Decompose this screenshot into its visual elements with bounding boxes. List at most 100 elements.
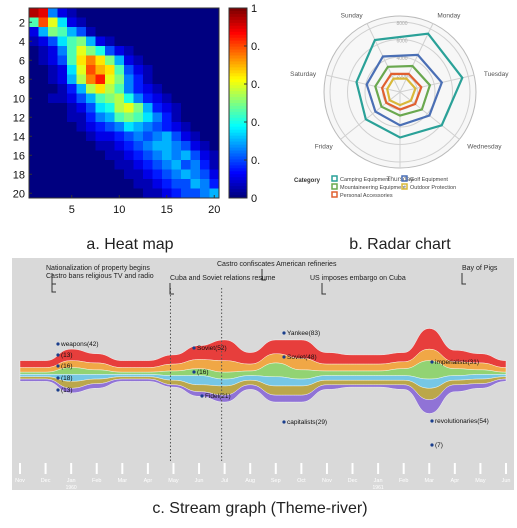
heatmap-cell xyxy=(124,169,134,180)
heatmap-cell xyxy=(76,65,87,75)
radar-series-polygon xyxy=(386,77,417,107)
heatmap-cell xyxy=(105,36,115,47)
streamgraph-term-label: capitalists(29) xyxy=(287,419,327,426)
heatmap-cell xyxy=(162,188,172,199)
radar-legend-swatch xyxy=(331,175,338,182)
heatmap-cell xyxy=(124,160,134,170)
heatmap-cell xyxy=(133,8,144,18)
heatmap-cell xyxy=(124,122,134,132)
colorbar-frame xyxy=(228,7,248,199)
heatmap-cell xyxy=(133,188,144,199)
streamgraph-term-label: Soviet(48) xyxy=(287,354,317,361)
colorbar-segment xyxy=(229,159,247,163)
heatmap-cell xyxy=(48,122,58,132)
heatmap-cell xyxy=(143,179,153,189)
heatmap-cell xyxy=(114,84,125,94)
heatmap-cell xyxy=(86,65,96,75)
radar-ring-label: 4000 xyxy=(396,56,407,62)
heatmap-cell xyxy=(38,93,49,104)
heatmap-cell xyxy=(181,46,191,56)
heatmap-cell xyxy=(57,93,68,104)
heatmap-cell xyxy=(152,93,163,104)
heatmap-cell xyxy=(171,122,182,132)
heatmap-cell xyxy=(76,17,87,28)
heatmap-cell xyxy=(114,46,125,56)
streamgraph-x-tick-label: Jan xyxy=(374,478,383,484)
heatmap-cell xyxy=(152,27,163,37)
heatmap-cell xyxy=(76,93,87,104)
streamgraph-term-dot xyxy=(282,420,286,424)
heatmap-cell xyxy=(200,169,210,180)
colorbar-segment xyxy=(229,67,247,71)
heatmap-cell xyxy=(209,141,220,151)
radar-series-polygon xyxy=(355,32,464,139)
colorbar-segment xyxy=(229,82,247,86)
streamgraph-term-label: (7) xyxy=(435,442,443,449)
heatmap-cell xyxy=(76,122,87,132)
streamgraph-term-label: imperialists(31) xyxy=(435,359,479,366)
streamgraph-event-label: Nationalization of property begins xyxy=(46,265,150,272)
colorbar-segment xyxy=(229,52,247,56)
heatmap-cell xyxy=(38,27,49,37)
colorbar-segment xyxy=(229,192,247,196)
colorbar-segment xyxy=(229,34,247,39)
heatmap-cell xyxy=(67,131,77,142)
streamgraph-x-tick-label: Sep xyxy=(271,478,281,484)
colorbar-segment xyxy=(229,58,247,62)
heatmap-cell xyxy=(190,131,201,142)
heatmap-cell xyxy=(171,17,182,28)
heatmap-cell xyxy=(95,36,106,47)
heatmap-x-tick-label: 10 xyxy=(113,204,125,216)
heatmap-cell xyxy=(114,8,125,18)
heatmap-cell xyxy=(57,141,68,151)
heatmap-cell xyxy=(105,169,115,180)
colorbar-segment xyxy=(229,40,247,45)
streamgraph-x-axis: Nov Dec Jan Feb Mar Apr May Jun Jul Aug Sep Oct Nov D… xyxy=(15,463,510,490)
heatmap-cell xyxy=(95,179,106,189)
heatmap-cell xyxy=(162,8,172,18)
heatmap-cell xyxy=(29,93,39,104)
heatmap-cell xyxy=(133,55,144,66)
heatmap-cell xyxy=(133,93,144,104)
colorbar-segment xyxy=(229,61,247,65)
colorbar-segment xyxy=(229,177,247,181)
heatmap-cell xyxy=(171,74,182,85)
heatmap-cell xyxy=(152,65,163,75)
heatmap-cell xyxy=(143,17,153,28)
heatmap-cell xyxy=(29,74,39,85)
heatmap-y-tick-label: 10 xyxy=(13,93,25,105)
radar-series xyxy=(355,32,464,139)
colorbar-segment xyxy=(229,132,247,137)
heatmap-cell xyxy=(152,17,163,28)
heatmap-cell xyxy=(152,122,163,132)
heatmap-cell xyxy=(48,150,58,161)
streamgraph-term-label: weapons(42) xyxy=(60,341,99,348)
heatmap-cell xyxy=(209,103,220,113)
heatmap-cell xyxy=(190,122,201,132)
heatmap-cell xyxy=(76,131,87,142)
streamgraph-term-dot xyxy=(430,443,434,447)
heatmap-cells xyxy=(29,8,220,199)
heatmap-cell xyxy=(48,160,58,170)
heatmap-cell xyxy=(190,179,201,189)
heatmap-cell xyxy=(152,131,163,142)
heatmap-cell xyxy=(181,27,191,37)
heatmap-x-tick-label: 20 xyxy=(208,204,220,216)
heatmap-cell xyxy=(152,46,163,56)
streamgraph-term-label: revolutionaries(54) xyxy=(435,418,489,425)
heatmap-cell xyxy=(48,8,58,18)
heatmap-cell xyxy=(209,188,220,199)
heatmap-panel: 2 4 6 8 10 12 14 16 18 20 5 10 15 20 0 0.2 0.4 0.6 0.8 1 xyxy=(13,3,260,216)
heatmap-colorbar-ticks: 0 0.2 0.4 0.6 0.8 1 xyxy=(244,3,260,205)
heatmap-cell xyxy=(38,84,49,94)
streamgraph-x-tick-label: Nov xyxy=(15,478,25,484)
streamgraph-term-label: Soviet(52) xyxy=(197,345,227,352)
colorbar-segment xyxy=(229,64,247,68)
heatmap-cell xyxy=(162,65,172,75)
heatmap-cell xyxy=(171,93,182,104)
heatmap-cell xyxy=(29,36,39,47)
heatmap-cell xyxy=(105,188,115,199)
heatmap-cell xyxy=(124,103,134,113)
heatmap-cell xyxy=(105,65,115,75)
heatmap-cell xyxy=(190,93,201,104)
